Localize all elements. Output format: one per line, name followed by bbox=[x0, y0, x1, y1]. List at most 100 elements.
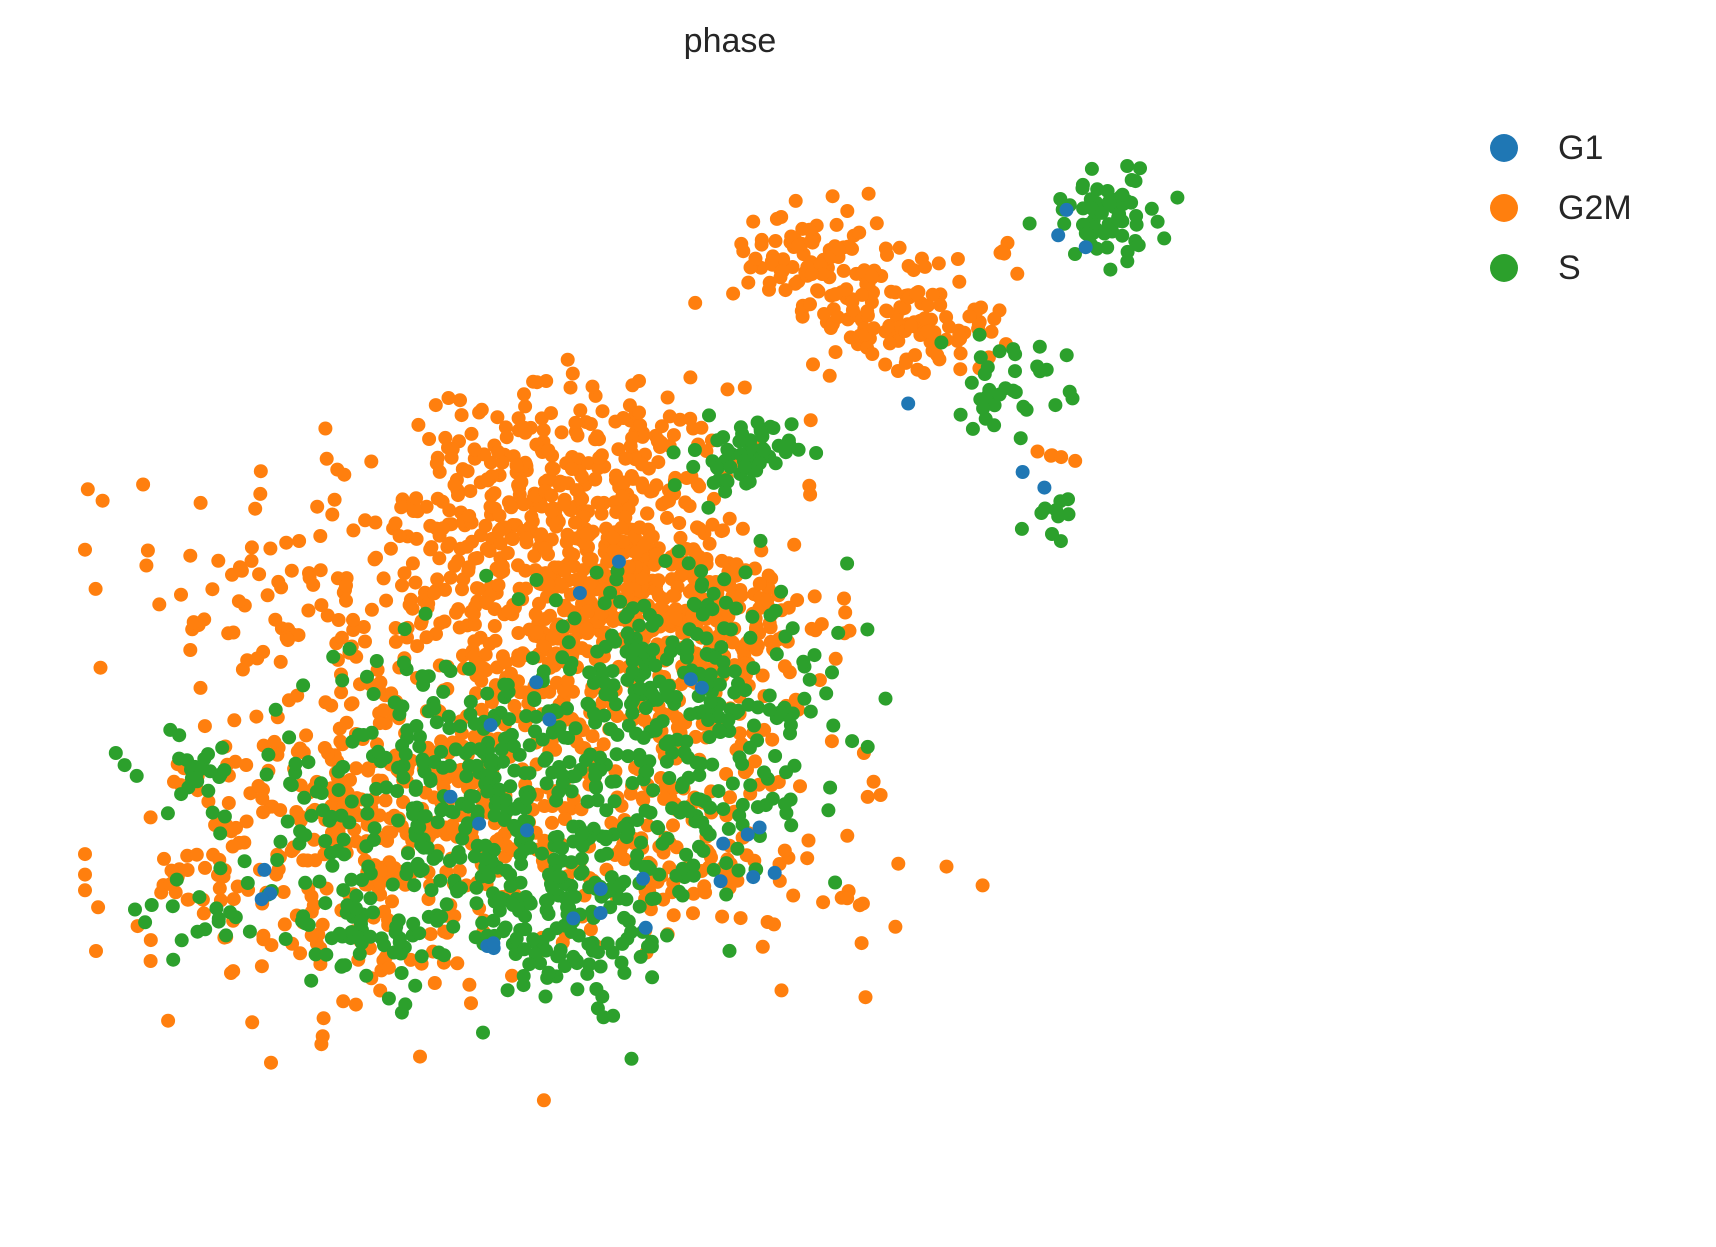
point-s bbox=[360, 806, 375, 821]
point-g2m bbox=[314, 598, 329, 613]
point-s bbox=[163, 722, 178, 737]
point-s bbox=[336, 760, 351, 774]
point-s bbox=[526, 932, 541, 947]
point-s bbox=[702, 827, 717, 842]
point-s bbox=[605, 664, 620, 679]
point-g2m bbox=[629, 545, 644, 560]
point-s bbox=[270, 853, 285, 867]
point-g2m bbox=[490, 410, 505, 425]
point-s bbox=[742, 740, 757, 755]
point-s bbox=[659, 754, 674, 769]
point-g2m bbox=[325, 507, 340, 522]
point-s bbox=[723, 702, 738, 717]
point-s bbox=[712, 677, 727, 692]
point-g2m bbox=[866, 774, 881, 789]
point-s bbox=[437, 948, 451, 963]
point-s bbox=[706, 475, 721, 490]
point-s bbox=[213, 861, 228, 876]
point-g2m bbox=[427, 586, 442, 601]
point-g2m bbox=[320, 608, 335, 623]
point-g2m bbox=[315, 1029, 330, 1044]
point-s bbox=[750, 800, 765, 815]
point-g2m bbox=[482, 544, 497, 559]
point-g2m bbox=[543, 608, 557, 623]
point-g2m bbox=[225, 839, 240, 854]
point-g2m bbox=[860, 304, 875, 319]
point-s bbox=[717, 572, 732, 587]
point-s bbox=[604, 774, 619, 789]
point-s bbox=[710, 433, 725, 448]
point-s bbox=[523, 840, 538, 855]
point-g2m bbox=[140, 543, 155, 558]
point-g2m bbox=[545, 815, 559, 830]
point-g2m bbox=[277, 917, 292, 932]
point-g2m bbox=[196, 906, 211, 921]
point-s bbox=[552, 720, 567, 735]
point-g1 bbox=[257, 862, 272, 877]
point-s bbox=[1084, 161, 1099, 176]
point-s bbox=[557, 730, 572, 745]
point-g2m bbox=[860, 789, 875, 804]
point-s bbox=[992, 344, 1007, 359]
point-g2m bbox=[411, 417, 426, 432]
point-s bbox=[469, 880, 484, 895]
point-s bbox=[535, 732, 550, 747]
legend-label-g2m: G2M bbox=[1558, 188, 1632, 227]
point-g2m bbox=[268, 612, 283, 627]
point-g2m bbox=[78, 867, 92, 882]
point-g2m bbox=[803, 413, 818, 428]
point-s bbox=[385, 877, 400, 892]
point-s bbox=[478, 851, 493, 866]
point-s bbox=[336, 832, 351, 847]
point-g2m bbox=[716, 523, 730, 538]
point-s bbox=[338, 958, 353, 973]
point-g2m bbox=[1054, 450, 1069, 465]
point-g2m bbox=[556, 497, 571, 512]
point-g2m bbox=[491, 444, 505, 459]
point-s bbox=[288, 756, 303, 771]
point-s bbox=[359, 968, 374, 983]
point-g1 bbox=[901, 396, 916, 411]
point-s bbox=[646, 642, 660, 657]
point-s bbox=[406, 916, 421, 931]
point-g2m bbox=[461, 560, 476, 575]
point-g2m bbox=[334, 685, 349, 700]
point-s bbox=[509, 931, 524, 946]
point-s bbox=[304, 808, 319, 823]
point-g2m bbox=[422, 432, 437, 446]
point-s bbox=[719, 887, 734, 902]
point-g2m bbox=[760, 593, 775, 608]
point-s bbox=[439, 897, 454, 912]
point-g2m bbox=[388, 634, 403, 649]
point-g2m bbox=[339, 593, 353, 608]
point-g2m bbox=[519, 581, 533, 596]
point-g1 bbox=[1078, 240, 1093, 255]
point-s bbox=[529, 573, 544, 587]
point-g2m bbox=[828, 345, 843, 360]
point-g2m bbox=[443, 536, 457, 551]
point-s bbox=[360, 669, 374, 684]
point-s bbox=[1013, 431, 1028, 446]
point-g1 bbox=[1059, 202, 1074, 217]
point-s bbox=[390, 784, 405, 798]
point-g2m bbox=[953, 362, 968, 377]
point-s bbox=[743, 433, 758, 448]
point-g2m bbox=[256, 932, 271, 947]
point-g2m bbox=[1068, 453, 1083, 468]
point-g2m bbox=[774, 983, 789, 998]
point-g2m bbox=[858, 990, 873, 1005]
point-s bbox=[619, 830, 634, 845]
point-g2m bbox=[972, 315, 987, 329]
point-s bbox=[259, 767, 274, 782]
point-g1 bbox=[716, 836, 731, 851]
point-s bbox=[366, 687, 381, 701]
point-s bbox=[580, 794, 595, 809]
point-s bbox=[568, 721, 583, 736]
point-s bbox=[525, 651, 540, 666]
point-g2m bbox=[315, 917, 330, 932]
point-g2m bbox=[239, 758, 254, 772]
point-g2m bbox=[337, 467, 352, 482]
point-s bbox=[1032, 339, 1047, 354]
point-s bbox=[1129, 217, 1144, 232]
point-s bbox=[455, 831, 470, 846]
